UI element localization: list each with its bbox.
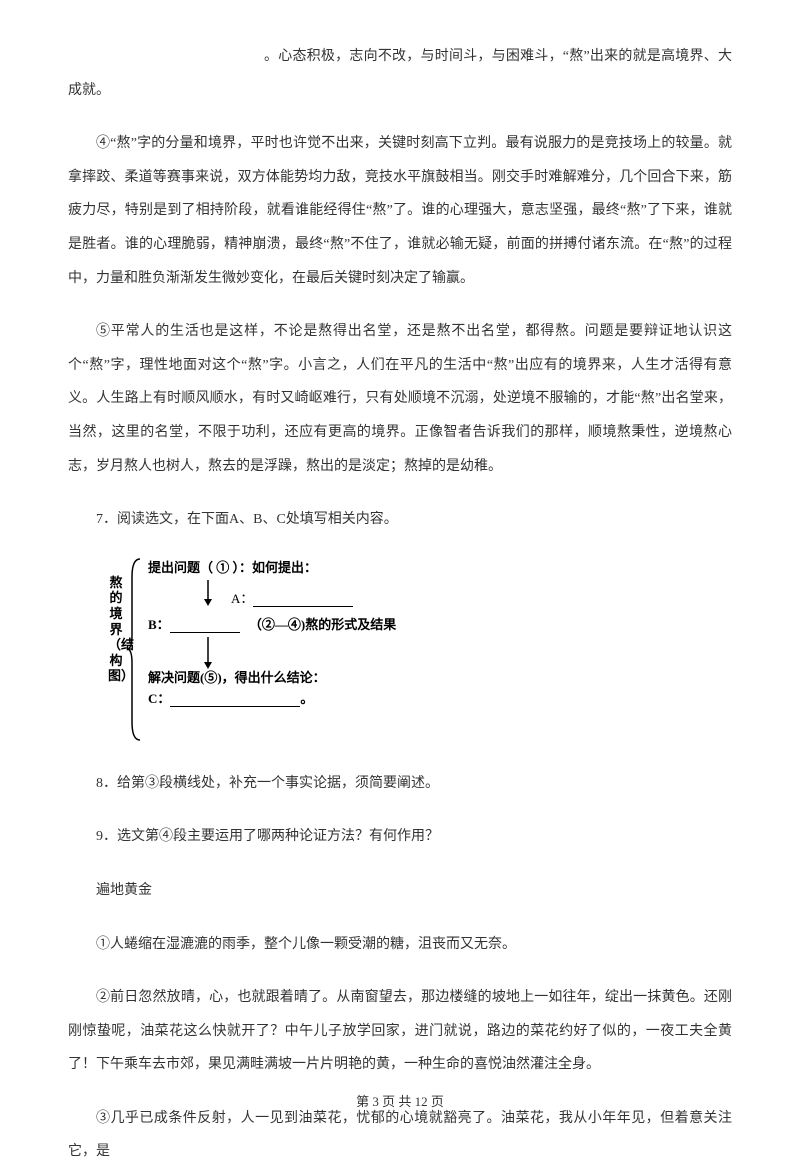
- arrow-icon: [203, 635, 396, 663]
- diagram-row-3: 解决问题(⑤)，得出什么结论：: [148, 667, 396, 686]
- diagram-label-a: A：: [231, 591, 253, 606]
- passage-2-p3: ③几乎已成条件反射，人一见到油菜花，忧郁的心境就豁亮了。油菜花，我从小年年见，但…: [68, 1102, 732, 1169]
- diagram-label-c: C：: [148, 691, 170, 706]
- page-footer: 第 3 页 共 12 页: [0, 1091, 800, 1110]
- paragraph-5: ⑤平常人的生活也是这样，不论是熬得出名堂，还是熬不出名堂，都得熬。问题是要辩证地…: [68, 315, 732, 483]
- blank-a: [253, 593, 353, 607]
- passage-2-p2: ②前日忽然放晴，心，也就跟着晴了。从南窗望去，那边楼缝的坡地上一如往年，绽出一抹…: [68, 981, 732, 1082]
- blank-c: [170, 693, 300, 707]
- arrow-icon: A：: [203, 578, 396, 606]
- diagram-period: 。: [300, 691, 313, 706]
- structure-diagram: 熬的境界（结构图） 提出问题（ ① ）：如何提出： A： B： （②—④)熬的形…: [108, 557, 732, 747]
- diagram-label-b: B：: [148, 617, 170, 632]
- diagram-row-c: C： 。: [148, 688, 396, 707]
- diagram-text-b: （②—④)熬的形式及结果: [249, 617, 396, 632]
- diagram-content: 提出问题（ ① ）：如何提出： A： B： （②—④)熬的形式及结果 解决问题(…: [148, 557, 396, 709]
- paragraph-4: ④“熬”字的分量和境界，平时也许觉不出来，关键时刻高下立判。最有说服力的是竞技场…: [68, 127, 732, 295]
- question-7: 7．阅读选文，在下面A、B、C处填写相关内容。: [68, 503, 732, 537]
- brace-icon: [126, 557, 144, 742]
- diagram-vertical-label: 熬的境界（结构图）: [108, 575, 124, 684]
- passage-2-title: 遍地黄金: [68, 874, 732, 908]
- question-8: 8．给第③段横线处，补充一个事实论据，须简要阐述。: [68, 767, 732, 801]
- diagram-row-1: 提出问题（ ① ）：如何提出：: [148, 557, 396, 576]
- question-9: 9．选文第④段主要运用了哪两种论证方法？有何作用？: [68, 820, 732, 854]
- diagram-row-b: B： （②—④)熬的形式及结果: [148, 614, 396, 633]
- blank-b: [170, 619, 240, 633]
- paragraph-1-cont: 。心态积极，志向不改，与时间斗，与困难斗，“熬”出来的就是高境界、大成就。: [68, 40, 732, 107]
- passage-2-p1: ①人蜷缩在湿漉漉的雨季，整个儿像一颗受潮的糖，沮丧而又无奈。: [68, 928, 732, 962]
